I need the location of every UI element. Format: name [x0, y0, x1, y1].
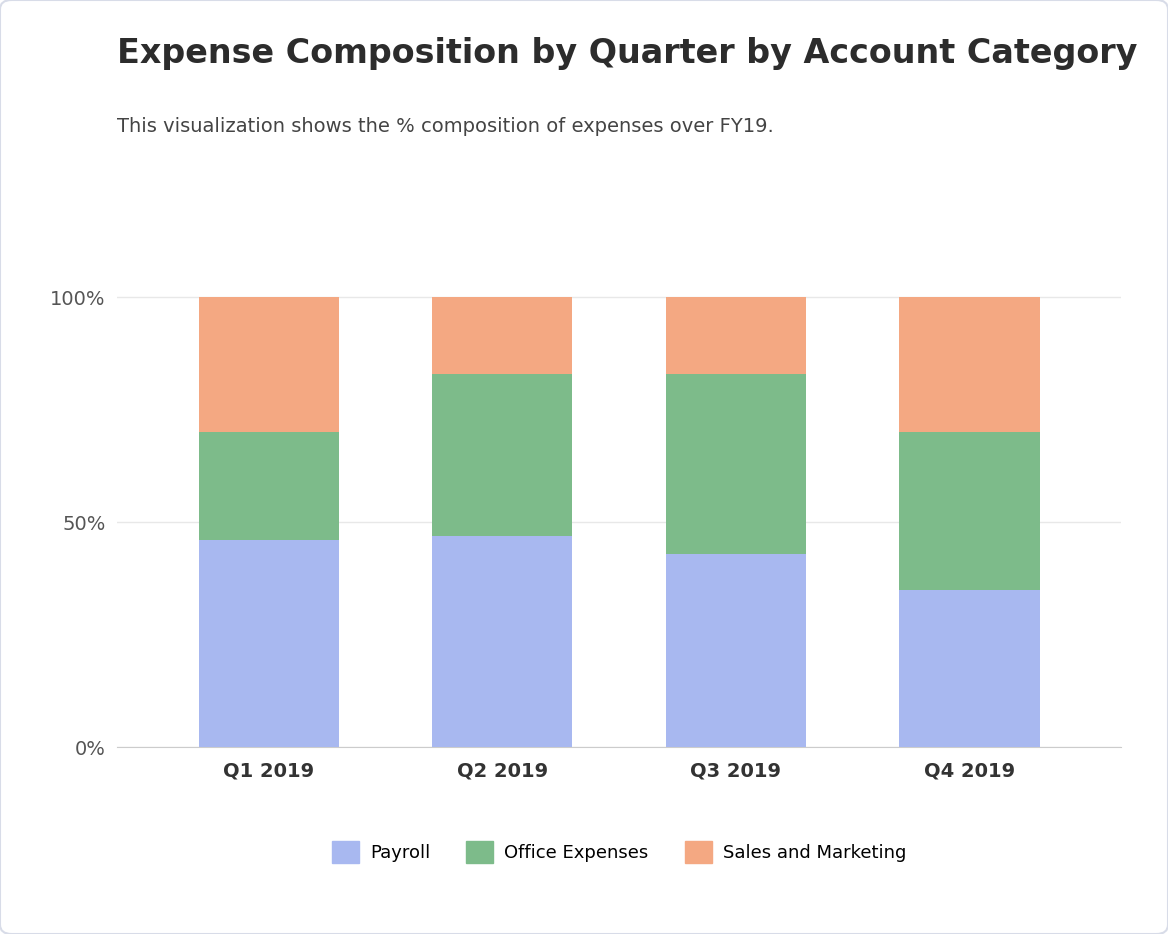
Bar: [666, 298, 806, 374]
Bar: [199, 298, 339, 432]
Bar: [432, 298, 572, 374]
Bar: [666, 554, 806, 747]
Bar: [199, 541, 339, 747]
Bar: [432, 374, 572, 536]
Bar: [899, 298, 1040, 432]
Legend: Payroll, Office Expenses, Sales and Marketing: Payroll, Office Expenses, Sales and Mark…: [325, 834, 913, 870]
Bar: [432, 536, 572, 747]
Bar: [899, 589, 1040, 747]
Text: Expense Composition by Quarter by Account Category: Expense Composition by Quarter by Accoun…: [117, 37, 1138, 70]
Bar: [899, 432, 1040, 589]
Bar: [199, 432, 339, 541]
Bar: [666, 374, 806, 554]
Text: This visualization shows the % composition of expenses over FY19.: This visualization shows the % compositi…: [117, 117, 773, 135]
